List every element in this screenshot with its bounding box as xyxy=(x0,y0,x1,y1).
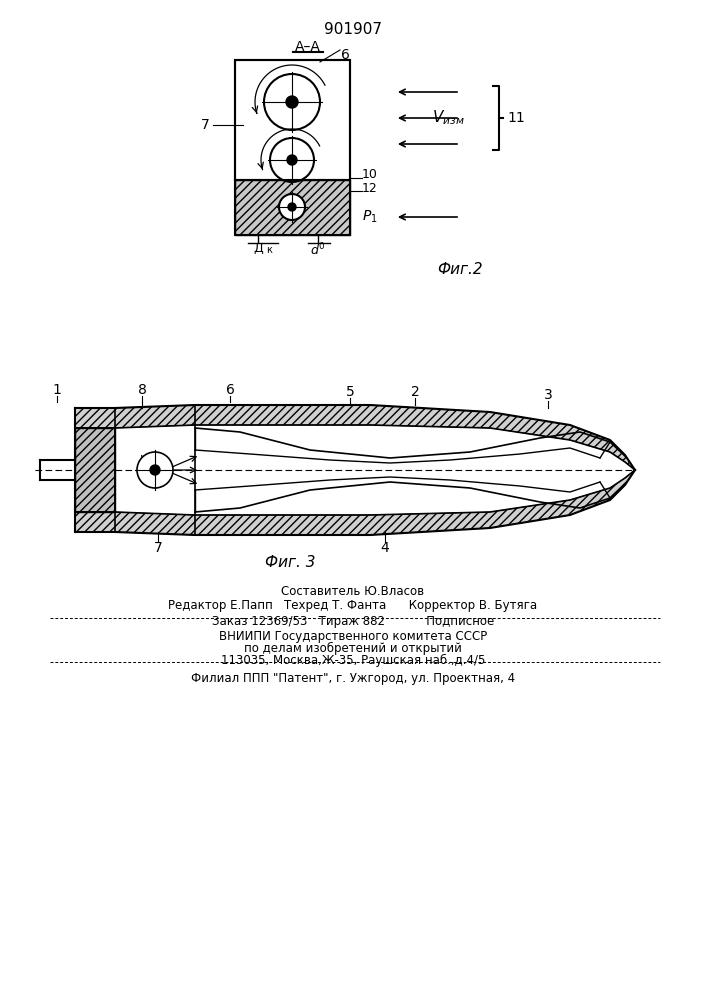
Text: 10: 10 xyxy=(362,168,378,182)
Bar xyxy=(235,60,350,180)
Circle shape xyxy=(264,74,320,130)
Text: Составитель Ю.Власов: Составитель Ю.Власов xyxy=(281,585,425,598)
Text: Заказ 12369/53   Тираж 882           Подписное: Заказ 12369/53 Тираж 882 Подписное xyxy=(212,615,494,628)
Circle shape xyxy=(288,203,296,211)
Circle shape xyxy=(286,96,298,108)
Text: 12: 12 xyxy=(362,182,378,194)
Text: Филиал ППП "Патент", г. Ужгород, ул. Проектная, 4: Филиал ППП "Патент", г. Ужгород, ул. Про… xyxy=(191,672,515,685)
Text: 1: 1 xyxy=(52,383,62,397)
Text: 8: 8 xyxy=(138,383,146,397)
Text: Редактор Е.Папп   Техред Т. Фанта      Корректор В. Бутяга: Редактор Е.Папп Техред Т. Фанта Корректо… xyxy=(168,599,537,612)
Circle shape xyxy=(279,194,305,220)
Text: 2: 2 xyxy=(411,385,419,399)
Bar xyxy=(235,60,350,235)
Text: 6: 6 xyxy=(226,383,235,397)
Text: 3: 3 xyxy=(544,388,552,402)
Text: 7: 7 xyxy=(201,118,210,132)
Text: 7: 7 xyxy=(153,541,163,555)
Text: А–А: А–А xyxy=(295,40,321,54)
Text: Фиг. 3: Фиг. 3 xyxy=(264,555,315,570)
Text: 113035, Москва,Ж-35, Раушская наб.,д.4/5: 113035, Москва,Ж-35, Раушская наб.,д.4/5 xyxy=(221,654,485,667)
Text: $d^0$: $d^0$ xyxy=(310,242,326,259)
Text: 4: 4 xyxy=(380,541,390,555)
Text: 5: 5 xyxy=(346,385,354,399)
Bar xyxy=(75,428,115,512)
Circle shape xyxy=(270,138,314,182)
Text: ВНИИПИ Государственного комитета СССР: ВНИИПИ Государственного комитета СССР xyxy=(219,630,487,643)
Text: 6: 6 xyxy=(341,48,350,62)
Text: V: V xyxy=(139,454,147,466)
Bar xyxy=(235,180,350,235)
Polygon shape xyxy=(75,470,635,535)
Text: 901907: 901907 xyxy=(324,22,382,37)
Text: к: к xyxy=(266,245,272,255)
Text: $V_{изм}$: $V_{изм}$ xyxy=(432,109,464,127)
Polygon shape xyxy=(75,405,635,470)
Circle shape xyxy=(150,465,160,475)
Text: Д: Д xyxy=(253,242,263,255)
Text: 11: 11 xyxy=(507,111,525,125)
Circle shape xyxy=(137,452,173,488)
Text: Фиг.2: Фиг.2 xyxy=(437,262,483,277)
Text: по делам изобретений и открытий: по делам изобретений и открытий xyxy=(244,642,462,655)
Text: $P_1$: $P_1$ xyxy=(363,209,378,225)
Circle shape xyxy=(287,155,297,165)
